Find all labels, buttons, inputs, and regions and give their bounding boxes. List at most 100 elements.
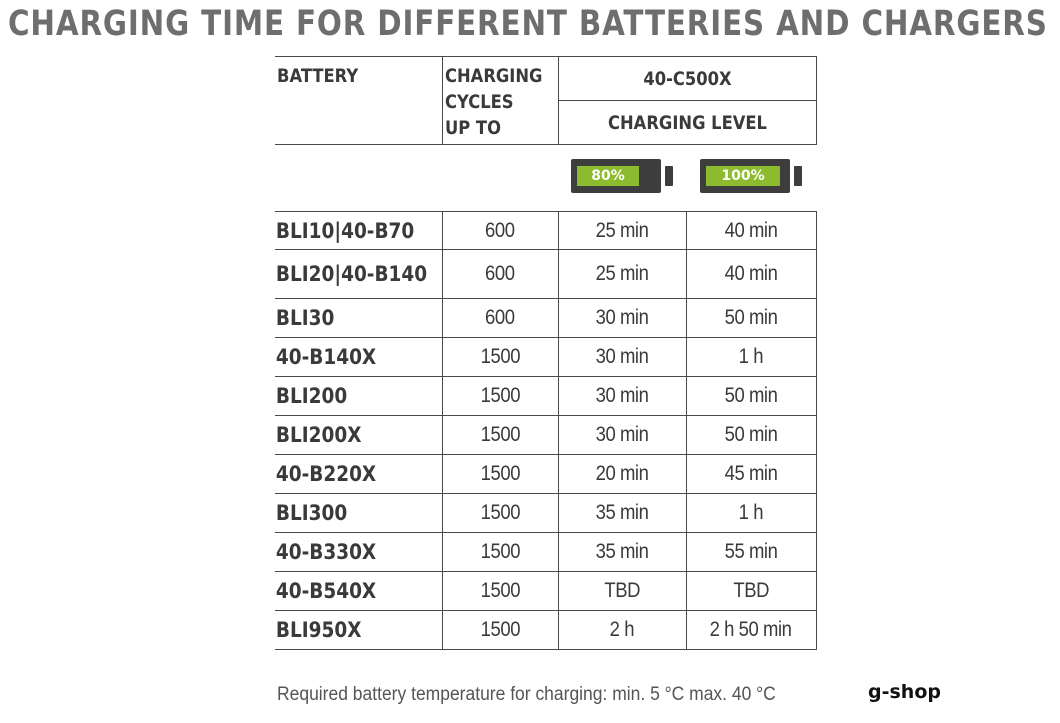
empty-cell bbox=[275, 144, 442, 212]
page-title: CHARGING TIME FOR DIFFERENT BATTERIES AN… bbox=[8, 4, 1048, 44]
time-80-cell: TBD bbox=[557, 571, 686, 611]
battery-cell: BLI300 bbox=[275, 493, 442, 533]
cycles-cell: 1500 bbox=[441, 532, 558, 572]
battery-cell: 40-B140X bbox=[275, 337, 442, 377]
time-100-cell: 40 min bbox=[685, 249, 817, 299]
time-80-value: 25 min bbox=[595, 262, 649, 285]
time-80-cell: 30 min bbox=[557, 376, 686, 416]
header-cycles-line3: UP TO bbox=[444, 117, 501, 139]
time-100-value: 50 min bbox=[724, 384, 778, 407]
battery-name: BLI950X bbox=[275, 618, 362, 642]
time-100-value: TBD bbox=[733, 579, 769, 602]
empty-cell bbox=[442, 144, 558, 212]
header-cycles-cell: CHARGING CYCLES UP TO bbox=[441, 56, 558, 145]
header-cycles-line2: CYCLES bbox=[444, 91, 514, 113]
table-row: BLI200 1500 30 min 50 min bbox=[275, 376, 817, 416]
time-80-value: TBD bbox=[604, 579, 640, 602]
cycles-cell: 1500 bbox=[441, 376, 558, 416]
time-80-cell: 2 h bbox=[557, 610, 686, 650]
time-80-value: 35 min bbox=[595, 540, 649, 563]
battery-name: 40-B140X bbox=[275, 345, 377, 369]
time-100-value: 55 min bbox=[724, 540, 778, 563]
header-battery-cell: BATTERY bbox=[275, 56, 442, 145]
cycles-value: 600 bbox=[485, 306, 515, 329]
battery-cell: BLI20|40-B140 bbox=[275, 249, 442, 299]
level-80-badge: 80% bbox=[577, 165, 639, 186]
cycles-value: 1500 bbox=[480, 462, 520, 485]
battery-cell: BLI10|40-B70 bbox=[275, 211, 442, 250]
time-100-cell: 1 h bbox=[685, 337, 817, 377]
time-80-cell: 25 min bbox=[557, 211, 686, 250]
brand-logo: g-shop bbox=[868, 681, 941, 703]
table-row: BLI950X 1500 2 h 2 h 50 min bbox=[275, 610, 817, 650]
time-80-cell: 30 min bbox=[557, 415, 686, 455]
time-100-value: 1 h bbox=[738, 501, 764, 524]
cycles-value: 1500 bbox=[480, 501, 520, 524]
cycles-cell: 600 bbox=[441, 298, 558, 338]
cycles-value: 1500 bbox=[480, 579, 520, 602]
time-80-cell: 35 min bbox=[557, 493, 686, 533]
cycles-value: 1500 bbox=[480, 618, 520, 641]
battery-name: 40-B220X bbox=[275, 462, 377, 486]
time-80-value: 30 min bbox=[595, 345, 649, 368]
table-row: BLI300 1500 35 min 1 h bbox=[275, 493, 817, 533]
table-row: 40-B140X 1500 30 min 1 h bbox=[275, 337, 817, 377]
time-100-cell: 50 min bbox=[685, 376, 817, 416]
table-row: BLI10|40-B70 600 25 min 40 min bbox=[275, 211, 817, 250]
time-100-cell: 55 min bbox=[685, 532, 817, 572]
header-charger-cell: 40-C500X bbox=[557, 56, 817, 101]
battery-icon: 80% bbox=[571, 158, 673, 193]
cycles-cell: 1500 bbox=[441, 610, 558, 650]
table-row: 40-B540X 1500 TBD TBD bbox=[275, 571, 817, 611]
battery-name: BLI300 bbox=[275, 501, 348, 525]
cycles-value: 1500 bbox=[480, 384, 520, 407]
time-80-value: 35 min bbox=[595, 501, 649, 524]
time-100-value: 40 min bbox=[724, 262, 778, 285]
table-row: 40-B220X 1500 20 min 45 min bbox=[275, 454, 817, 494]
cycles-cell: 1500 bbox=[441, 571, 558, 611]
battery-cell: 40-B330X bbox=[275, 532, 442, 572]
header-charger-model: 40-C500X bbox=[642, 67, 732, 90]
cycles-cell: 1500 bbox=[441, 337, 558, 377]
time-100-value: 50 min bbox=[724, 306, 778, 329]
level-100-badge: 100% bbox=[706, 165, 780, 186]
battery-name: BLI30 bbox=[275, 306, 335, 330]
battery-cell: 40-B540X bbox=[275, 571, 442, 611]
cycles-cell: 1500 bbox=[441, 415, 558, 455]
time-80-value: 2 h bbox=[609, 618, 635, 641]
header-cycles-line1: CHARGING bbox=[444, 65, 542, 87]
time-80-cell: 25 min bbox=[557, 249, 686, 299]
cycles-cell: 1500 bbox=[441, 493, 558, 533]
cycles-cell: 600 bbox=[441, 249, 558, 299]
time-80-cell: 20 min bbox=[557, 454, 686, 494]
cycles-value: 1500 bbox=[480, 540, 520, 563]
time-100-cell: 50 min bbox=[685, 415, 817, 455]
table-row: BLI20|40-B140 600 25 min 40 min bbox=[275, 249, 817, 299]
level-80-cell: 80% bbox=[558, 144, 686, 212]
time-80-value: 20 min bbox=[595, 462, 649, 485]
time-80-cell: 30 min bbox=[557, 298, 686, 338]
battery-name: BLI200 bbox=[275, 384, 348, 408]
cycles-value: 600 bbox=[485, 262, 515, 285]
battery-cell: BLI200 bbox=[275, 376, 442, 416]
time-100-value: 40 min bbox=[724, 218, 778, 242]
time-80-value: 30 min bbox=[595, 306, 649, 329]
battery-name: 40-B540X bbox=[275, 579, 377, 603]
header-level-cell: CHARGING LEVEL bbox=[557, 100, 817, 145]
time-80-value: 30 min bbox=[595, 384, 649, 407]
time-80-value: 30 min bbox=[595, 423, 649, 446]
cycles-value: 1500 bbox=[480, 345, 520, 368]
level-100-cell: 100% bbox=[686, 144, 816, 212]
time-100-cell: 50 min bbox=[685, 298, 817, 338]
table-row: BLI200X 1500 30 min 50 min bbox=[275, 415, 817, 455]
battery-name: BLI10|40-B70 bbox=[275, 218, 415, 243]
cycles-cell: 1500 bbox=[441, 454, 558, 494]
temperature-note: Required battery temperature for chargin… bbox=[277, 684, 776, 705]
time-80-cell: 30 min bbox=[557, 337, 686, 377]
time-100-value: 1 h bbox=[738, 345, 764, 368]
time-100-cell: 2 h 50 min bbox=[685, 610, 817, 650]
time-80-value: 25 min bbox=[595, 218, 649, 242]
time-100-cell: 45 min bbox=[685, 454, 817, 494]
battery-cell: 40-B220X bbox=[275, 454, 442, 494]
header-row-1: BATTERY CHARGING CYCLES UP TO 40-C500X bbox=[275, 56, 817, 145]
